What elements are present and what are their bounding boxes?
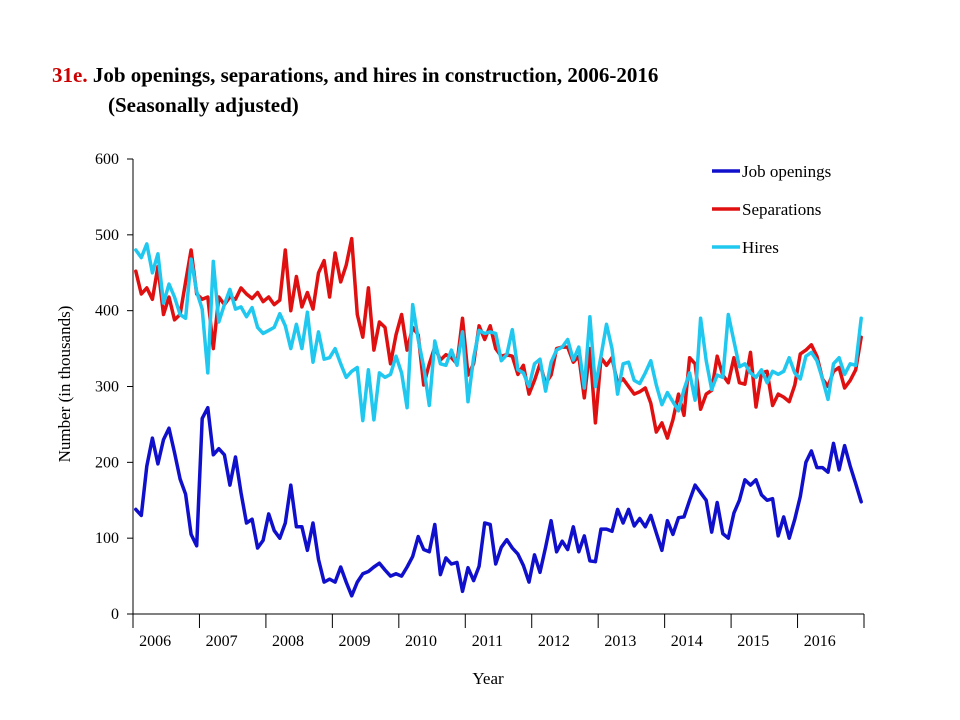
chart-title-text: Job openings, separations, and hires in …	[92, 63, 659, 87]
chart-number: 31e.	[52, 63, 88, 87]
x-tick-label: 2009	[339, 633, 371, 650]
x-tick-label: 2014	[671, 633, 703, 650]
legend-label: Job openings	[742, 162, 831, 181]
series-line-hires	[134, 242, 863, 423]
chart-series	[134, 236, 863, 598]
y-tick-label: 400	[95, 303, 119, 320]
x-tick-label: 2011	[472, 633, 503, 650]
chart-title-block: 31e. Job openings, separations, and hire…	[52, 60, 658, 120]
x-axis-title: Year	[472, 669, 504, 688]
legend-label: Hires	[742, 238, 779, 257]
y-tick-label: 200	[95, 454, 119, 471]
y-tick-label: 500	[95, 227, 119, 244]
y-tick-label: 300	[95, 379, 119, 396]
chart-legend: Job openings Separations Hires	[712, 162, 831, 257]
x-tick-label: 2006	[139, 633, 171, 650]
x-tick-label: 2008	[272, 633, 304, 650]
y-tick-label: 100	[95, 530, 119, 547]
x-tick-label: 2007	[206, 633, 238, 650]
legend-label: Separations	[742, 200, 821, 219]
y-axis-title: Number (in thousands)	[55, 306, 74, 463]
chart-subtitle: (Seasonally adjusted)	[108, 93, 299, 117]
x-tick-label: 2013	[604, 633, 636, 650]
x-tick-label: 2012	[538, 633, 570, 650]
chart-axes: 0 100 200 300 400 500 600 2006 2007 2008 2009 2010 2…	[95, 151, 865, 650]
x-tick-label: 2015	[737, 633, 769, 650]
x-tick-label: 2016	[804, 633, 836, 650]
x-tick-label: 2010	[405, 633, 437, 650]
y-tick-label: 0	[111, 606, 119, 623]
series-line-job-openings	[134, 405, 863, 598]
y-tick-label: 600	[95, 151, 119, 168]
chart-title: 31e. Job openings, separations, and hire…	[52, 60, 658, 90]
